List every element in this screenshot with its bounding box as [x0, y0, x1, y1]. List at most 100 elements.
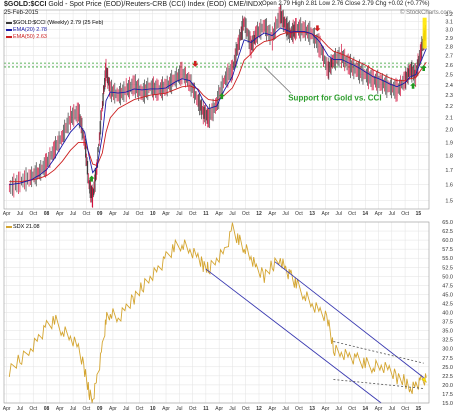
- x-tick-label: 15: [416, 406, 422, 412]
- x-tick-label: Oct: [136, 211, 144, 217]
- x-tick-label: Jul: [17, 211, 23, 217]
- y-tick-label: 20.0: [442, 383, 453, 389]
- bottom-panel-frame: [3, 221, 430, 404]
- y-tick-label: 2.0: [445, 128, 453, 134]
- x-tick-label: Apr: [375, 211, 383, 217]
- x-tick-label: Oct: [29, 211, 37, 217]
- wedge-line: [333, 341, 424, 364]
- channel-line: [205, 268, 382, 404]
- buy-arrow: [420, 65, 427, 72]
- x-tick-label: Jul: [282, 406, 288, 412]
- legend-ratio: $GOLD:$CCI (Weekly) 2.79 (25 Feb): [6, 20, 103, 26]
- sell-arrow: [314, 25, 321, 32]
- x-tick-label: 13: [309, 406, 315, 412]
- y-tick-label: 52.5: [442, 265, 453, 271]
- x-tick-label: Oct: [82, 211, 90, 217]
- y-tick-label: 42.5: [442, 301, 453, 307]
- y-tick-label: 2.7: [445, 54, 453, 60]
- x-tick-label: Jul: [70, 406, 76, 412]
- x-tick-label: Jul: [229, 406, 235, 412]
- buy-arrow: [88, 175, 95, 182]
- x-tick-label: Oct: [295, 406, 303, 412]
- x-tick-label: 09: [97, 211, 103, 217]
- x-tick-label: Jul: [123, 406, 129, 412]
- sell-arrow: [192, 60, 199, 67]
- x-tick-label: Apr: [268, 211, 276, 217]
- x-tick-label: Oct: [401, 211, 409, 217]
- x-tick-label: Apr: [3, 406, 11, 412]
- y-tick-label: 2.4: [445, 83, 453, 89]
- x-tick-label: Apr: [375, 406, 383, 412]
- y-tick-label: 2.8: [445, 45, 453, 51]
- y-tick-label: 1.6: [445, 183, 453, 189]
- x-tick-label: Apr: [109, 211, 117, 217]
- wedge-line: [333, 379, 424, 389]
- buy-arrow: [218, 93, 225, 100]
- top-panel-frame: [3, 9, 430, 210]
- x-tick-label: 08: [44, 406, 50, 412]
- x-tick-label: Oct: [295, 211, 303, 217]
- sdx-line: [8, 222, 427, 404]
- legend-sdx: SDX 21.08: [6, 224, 40, 230]
- x-tick-label: 14: [362, 406, 368, 412]
- chart-title: $GOLD:$CCI Gold - Spot Price (EOD)/Reute…: [4, 1, 263, 8]
- axes-labels: Apr Apr Jul Jul Oct Oct 08 08 Apr Apr Jul Jul Oct Oct…: [3, 12, 453, 412]
- y-tick-label: 60.0: [442, 238, 453, 244]
- x-tick-label: Jul: [229, 211, 235, 217]
- y-tick-label: 1.7: [445, 168, 453, 174]
- y-tick-label: 2.5: [445, 73, 453, 79]
- y-tick-label: 3.1: [445, 20, 453, 26]
- x-tick-label: Oct: [348, 406, 356, 412]
- x-tick-label: 14: [362, 211, 368, 217]
- y-tick-label: 3.2: [445, 12, 453, 18]
- x-tick-label: Apr: [162, 211, 170, 217]
- x-tick-label: Jul: [335, 406, 341, 412]
- y-tick-label: 32.5: [442, 338, 453, 344]
- ratio-panel: Support for Gold vs. CCI: [4, 3, 429, 208]
- x-tick-label: Oct: [29, 406, 37, 412]
- legend-ema50: EMA(50) 2.63: [6, 34, 47, 40]
- x-tick-label: Apr: [215, 211, 223, 217]
- x-tick-label: Jul: [389, 406, 395, 412]
- y-tick-label: 17.5: [442, 392, 453, 398]
- x-tick-label: Apr: [56, 211, 64, 217]
- x-tick-label: Apr: [268, 406, 276, 412]
- x-tick-label: 10: [150, 406, 156, 412]
- y-tick-label: 30.0: [442, 347, 453, 353]
- highlight-marker: [421, 377, 427, 383]
- x-tick-label: Jul: [70, 211, 76, 217]
- x-tick-label: Apr: [3, 211, 11, 217]
- y-tick-label: 1.8: [445, 154, 453, 160]
- y-tick-label: 2.2: [445, 104, 453, 110]
- x-tick-label: Oct: [189, 211, 197, 217]
- x-tick-label: 12: [256, 406, 262, 412]
- bottom-panel-grid: [4, 221, 429, 404]
- x-tick-label: Jul: [176, 211, 182, 217]
- x-tick-label: 10: [150, 211, 156, 217]
- y-tick-label: 55.0: [442, 256, 453, 262]
- ema20-line: [9, 27, 427, 186]
- x-tick-label: Apr: [322, 406, 330, 412]
- y-tick-label: 1.9: [445, 140, 453, 146]
- x-tick-label: Jul: [176, 406, 182, 412]
- sdx-panel: [8, 222, 427, 404]
- x-tick-label: Jul: [335, 211, 341, 217]
- x-tick-label: Apr: [215, 406, 223, 412]
- chart-date: 25-Feb-2015: [4, 10, 39, 16]
- y-tick-label: 47.5: [442, 283, 453, 289]
- buy-arrow: [410, 82, 417, 89]
- x-tick-label: Oct: [136, 406, 144, 412]
- x-tick-label: Apr: [109, 406, 117, 412]
- x-tick-label: Apr: [56, 406, 64, 412]
- x-tick-label: Oct: [189, 406, 197, 412]
- y-tick-label: 27.5: [442, 356, 453, 362]
- y-tick-label: 37.5: [442, 320, 453, 326]
- x-tick-label: 08: [44, 211, 50, 217]
- x-tick-label: 09: [97, 406, 103, 412]
- x-tick-label: Jul: [389, 211, 395, 217]
- y-tick-label: 50.0: [442, 274, 453, 280]
- x-tick-label: Jul: [123, 211, 129, 217]
- x-tick-label: Oct: [242, 406, 250, 412]
- y-tick-label: 65.0: [442, 220, 453, 226]
